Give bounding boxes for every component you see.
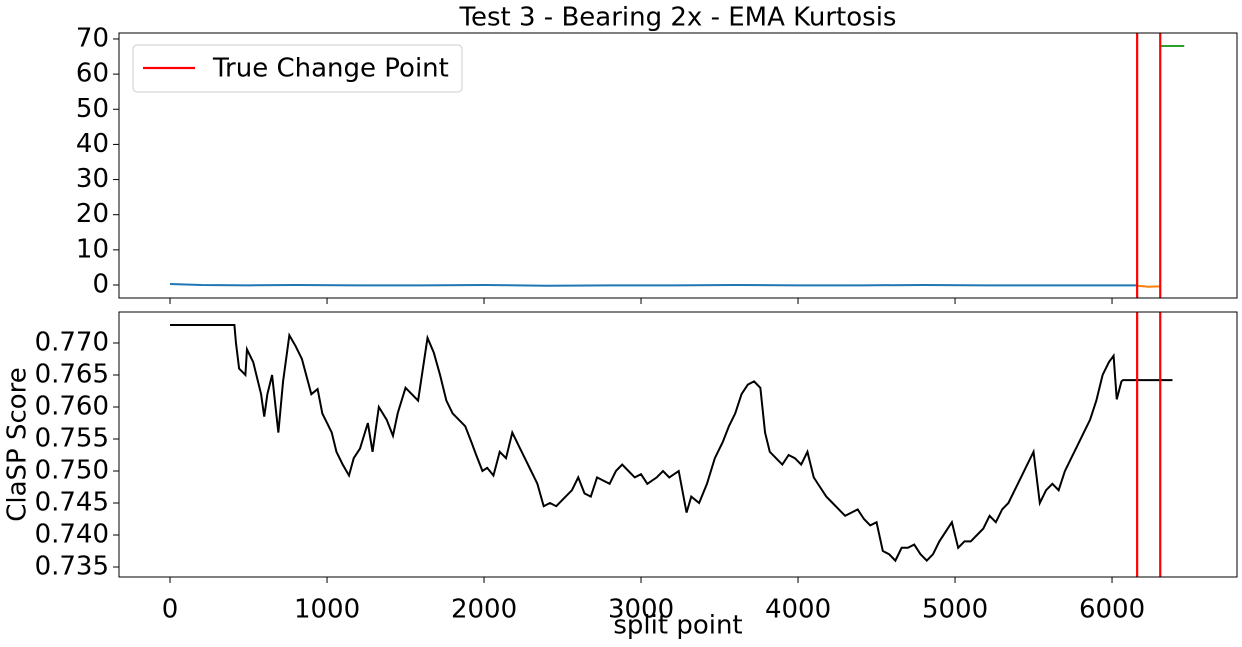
y-tick-label: 0.750 — [35, 456, 109, 486]
y-tick-label: 40 — [76, 129, 109, 159]
y-tick-label: 0.745 — [35, 488, 109, 518]
x-tick-label: 4000 — [765, 595, 831, 625]
y-tick-label: 30 — [76, 164, 109, 194]
y-tick-label: 0.770 — [35, 327, 109, 357]
y-tick-label: 0.760 — [35, 391, 109, 421]
y-tick-label: 20 — [76, 199, 109, 229]
data-line — [170, 324, 1173, 563]
x-tick-label: 5000 — [922, 595, 988, 625]
legend-label: True Change Point — [212, 54, 449, 84]
y-tick-label: 0 — [92, 269, 109, 299]
x-tick-label: 3000 — [608, 595, 674, 625]
y-axis-label: ClaSP Score — [3, 367, 33, 522]
axes-frame — [118, 32, 1238, 299]
y-tick-label: 60 — [76, 59, 109, 89]
y-tick-label: 70 — [76, 23, 109, 53]
y-tick-label: 0.755 — [35, 423, 109, 453]
y-tick-label: 0.740 — [35, 520, 109, 550]
x-tick-label: 0 — [162, 595, 179, 625]
x-tick-label: 1000 — [294, 595, 360, 625]
axes-frame — [118, 311, 1238, 578]
x-tick-label: 2000 — [451, 595, 517, 625]
y-tick-label: 50 — [76, 94, 109, 124]
y-tick-label: 0.735 — [35, 552, 109, 582]
legend-box — [132, 44, 463, 93]
chart-title: Test 3 - Bearing 2x - EMA Kurtosis — [459, 3, 897, 33]
y-tick-label: 10 — [76, 234, 109, 264]
data-line — [169, 282, 1138, 287]
data-line — [1137, 284, 1161, 288]
x-tick-label: 6000 — [1079, 595, 1145, 625]
y-tick-label: 0.765 — [35, 359, 109, 389]
x-axis-label: split point — [613, 611, 742, 641]
